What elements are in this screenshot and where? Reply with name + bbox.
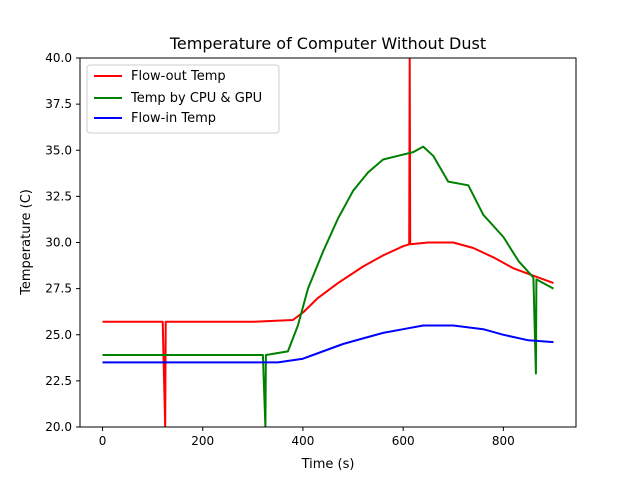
legend: Flow-out Temp Temp by CPU & GPU Flow-in … [86, 64, 280, 134]
x-tick-label: 0 [99, 434, 107, 448]
legend-label-flow-out: Flow-out Temp [131, 69, 226, 84]
series-line-2 [102, 324, 554, 364]
y-tick-label: 22.5 [45, 374, 72, 388]
x-axis-label: Time (s) [301, 457, 355, 472]
series-line-0 [102, 58, 554, 427]
y-tick-label: 27.5 [45, 282, 72, 296]
y-tick-label: 32.5 [45, 189, 72, 203]
legend-box [86, 64, 280, 134]
x-tick-label: 800 [492, 434, 515, 448]
y-axis: 20.0 22.5 25.0 27.5 30.0 32.5 35.0 37.5 40.0 [45, 51, 80, 434]
y-tick-label: 20.0 [45, 420, 72, 434]
y-tick-label: 35.0 [45, 143, 72, 157]
y-axis-label: Temperature (C) [19, 189, 34, 296]
y-tick-label: 30.0 [45, 236, 72, 250]
chart-title: Temperature of Computer Without Dust [169, 34, 486, 53]
legend-label-flow-in: Flow-in Temp [131, 111, 216, 126]
y-tick-label: 40.0 [45, 51, 72, 65]
x-tick-label: 600 [392, 434, 415, 448]
x-axis: 0 200 400 600 800 [99, 427, 515, 448]
y-tick-label: 37.5 [45, 97, 72, 111]
plot-area [102, 58, 554, 427]
legend-label-cpu-gpu: Temp by CPU & GPU [130, 91, 262, 106]
x-tick-label: 400 [291, 434, 314, 448]
x-tick-label: 200 [191, 434, 214, 448]
series-line-1 [102, 145, 554, 427]
y-tick-label: 25.0 [45, 328, 72, 342]
